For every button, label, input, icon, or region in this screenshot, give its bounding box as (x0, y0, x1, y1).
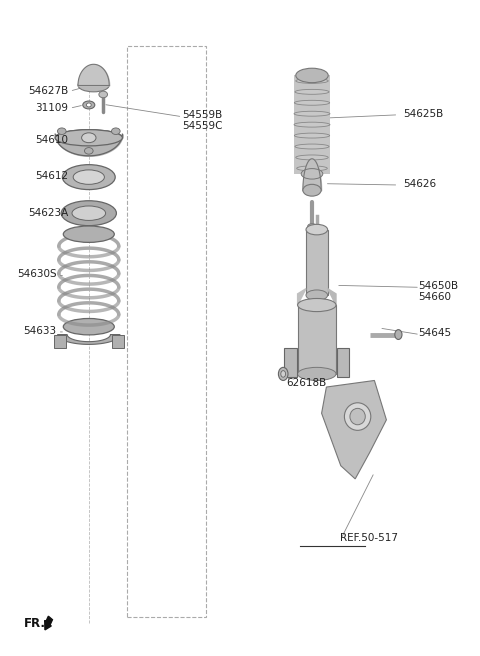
Ellipse shape (99, 91, 108, 98)
Ellipse shape (296, 79, 328, 83)
Bar (54, 335, 66, 348)
Bar (298, 305, 336, 374)
Text: 54650B: 54650B (419, 281, 459, 291)
Polygon shape (327, 289, 336, 305)
Ellipse shape (58, 128, 66, 134)
Polygon shape (298, 289, 306, 305)
Ellipse shape (345, 403, 371, 430)
Text: 54626: 54626 (403, 178, 436, 189)
Text: 54625B: 54625B (403, 109, 444, 119)
Ellipse shape (82, 133, 96, 142)
Ellipse shape (298, 298, 336, 312)
Ellipse shape (306, 290, 327, 300)
Ellipse shape (78, 79, 109, 92)
Ellipse shape (63, 226, 114, 243)
Ellipse shape (294, 122, 330, 127)
Text: 54623A: 54623A (28, 207, 68, 218)
Ellipse shape (55, 130, 122, 146)
Bar (294, 75, 330, 174)
Ellipse shape (301, 169, 323, 179)
Ellipse shape (303, 184, 321, 196)
Ellipse shape (296, 155, 328, 160)
Text: 54645: 54645 (419, 328, 452, 338)
Ellipse shape (61, 201, 117, 226)
Ellipse shape (86, 103, 91, 107)
Bar (337, 348, 349, 377)
Ellipse shape (295, 144, 329, 149)
Ellipse shape (294, 100, 330, 105)
Text: 31109: 31109 (35, 102, 68, 113)
Bar (112, 335, 124, 348)
Text: 54660: 54660 (419, 291, 452, 302)
Ellipse shape (294, 112, 330, 116)
Bar (284, 348, 297, 377)
Ellipse shape (63, 318, 114, 335)
Ellipse shape (350, 408, 365, 425)
Ellipse shape (294, 133, 330, 138)
Ellipse shape (278, 367, 288, 380)
Ellipse shape (298, 367, 336, 380)
Text: REF.50-517: REF.50-517 (340, 533, 398, 543)
Text: FR.: FR. (24, 617, 46, 630)
Ellipse shape (55, 130, 122, 146)
Ellipse shape (295, 89, 329, 94)
Text: 54630S: 54630S (17, 269, 57, 279)
Ellipse shape (395, 329, 402, 340)
Ellipse shape (83, 101, 95, 109)
Text: 54612: 54612 (35, 171, 68, 181)
Text: 54559B: 54559B (182, 110, 223, 121)
Text: 62618B: 62618B (287, 378, 327, 388)
Polygon shape (58, 335, 120, 344)
Ellipse shape (111, 128, 120, 134)
Text: 54559C: 54559C (182, 121, 223, 131)
Ellipse shape (306, 224, 327, 235)
Ellipse shape (296, 68, 328, 83)
Text: 54610: 54610 (35, 135, 68, 146)
Text: 54633: 54633 (24, 326, 57, 337)
Polygon shape (322, 380, 386, 479)
Ellipse shape (62, 165, 115, 190)
Ellipse shape (84, 148, 93, 154)
Bar (306, 230, 328, 295)
FancyArrow shape (45, 616, 52, 630)
Ellipse shape (297, 166, 327, 171)
Bar (127, 46, 206, 617)
Ellipse shape (281, 371, 286, 377)
Ellipse shape (308, 224, 316, 229)
Ellipse shape (73, 170, 105, 184)
Ellipse shape (72, 206, 106, 220)
Text: 54627B: 54627B (28, 85, 68, 96)
